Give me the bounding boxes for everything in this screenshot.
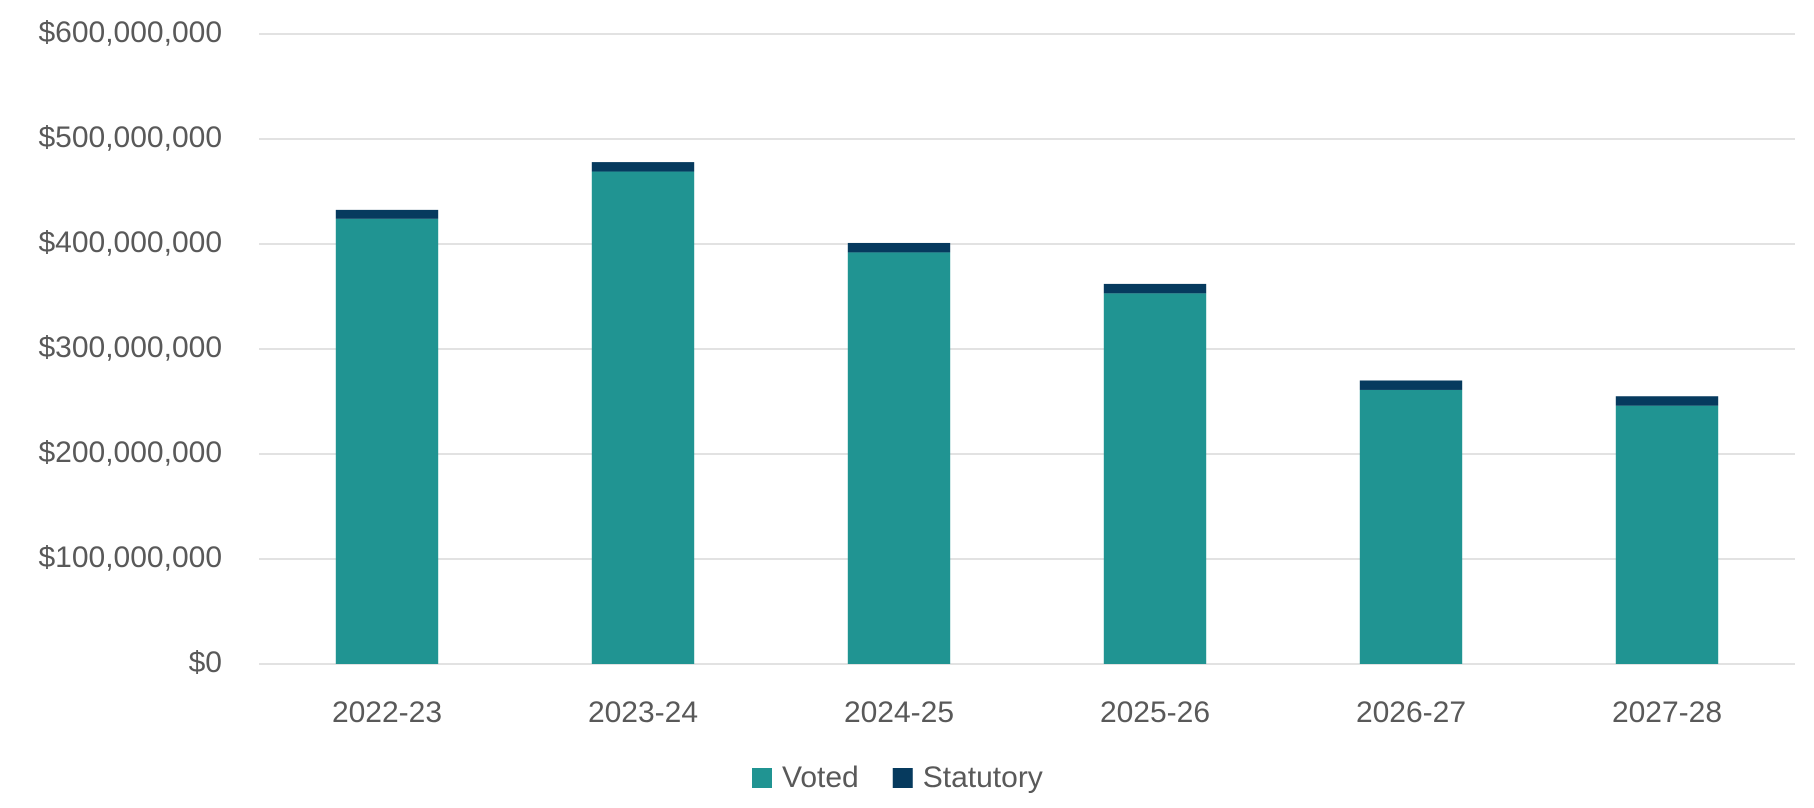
y-tick-label: $100,000,000: [38, 541, 222, 574]
bar-segment: [1103, 283, 1207, 294]
bar-segment: [1615, 396, 1719, 406]
x-tick-label: 2023-24: [588, 696, 698, 729]
y-tick-label: $300,000,000: [38, 331, 222, 364]
bar-segment: [591, 162, 695, 172]
bar-segment: [335, 218, 439, 665]
bar-segment: [847, 252, 951, 664]
x-tick-label: 2022-23: [332, 696, 442, 729]
legend-swatch: [892, 768, 913, 788]
legend-label: Voted: [782, 761, 859, 794]
x-tick-label: 2027-28: [1612, 696, 1722, 729]
bar-segment: [1103, 293, 1207, 664]
x-tick-label: 2025-26: [1100, 696, 1210, 729]
y-tick-label: $200,000,000: [38, 436, 222, 469]
x-tick-label: 2026-27: [1356, 696, 1466, 729]
bar-segment: [335, 209, 439, 219]
y-tick-label: $500,000,000: [38, 121, 222, 154]
legend-label: Statutory: [923, 761, 1043, 794]
bar-segment: [1359, 389, 1463, 664]
y-tick-label: $400,000,000: [38, 226, 222, 259]
x-tick-label: 2024-25: [844, 696, 954, 729]
y-tick-label: $600,000,000: [38, 16, 222, 49]
bar-segment: [591, 171, 695, 665]
y-tick-label: $0: [189, 646, 222, 679]
bar-segment: [1359, 380, 1463, 390]
legend-swatch: [752, 768, 772, 788]
bar-segment: [1615, 405, 1719, 664]
bar-segment: [847, 242, 951, 253]
